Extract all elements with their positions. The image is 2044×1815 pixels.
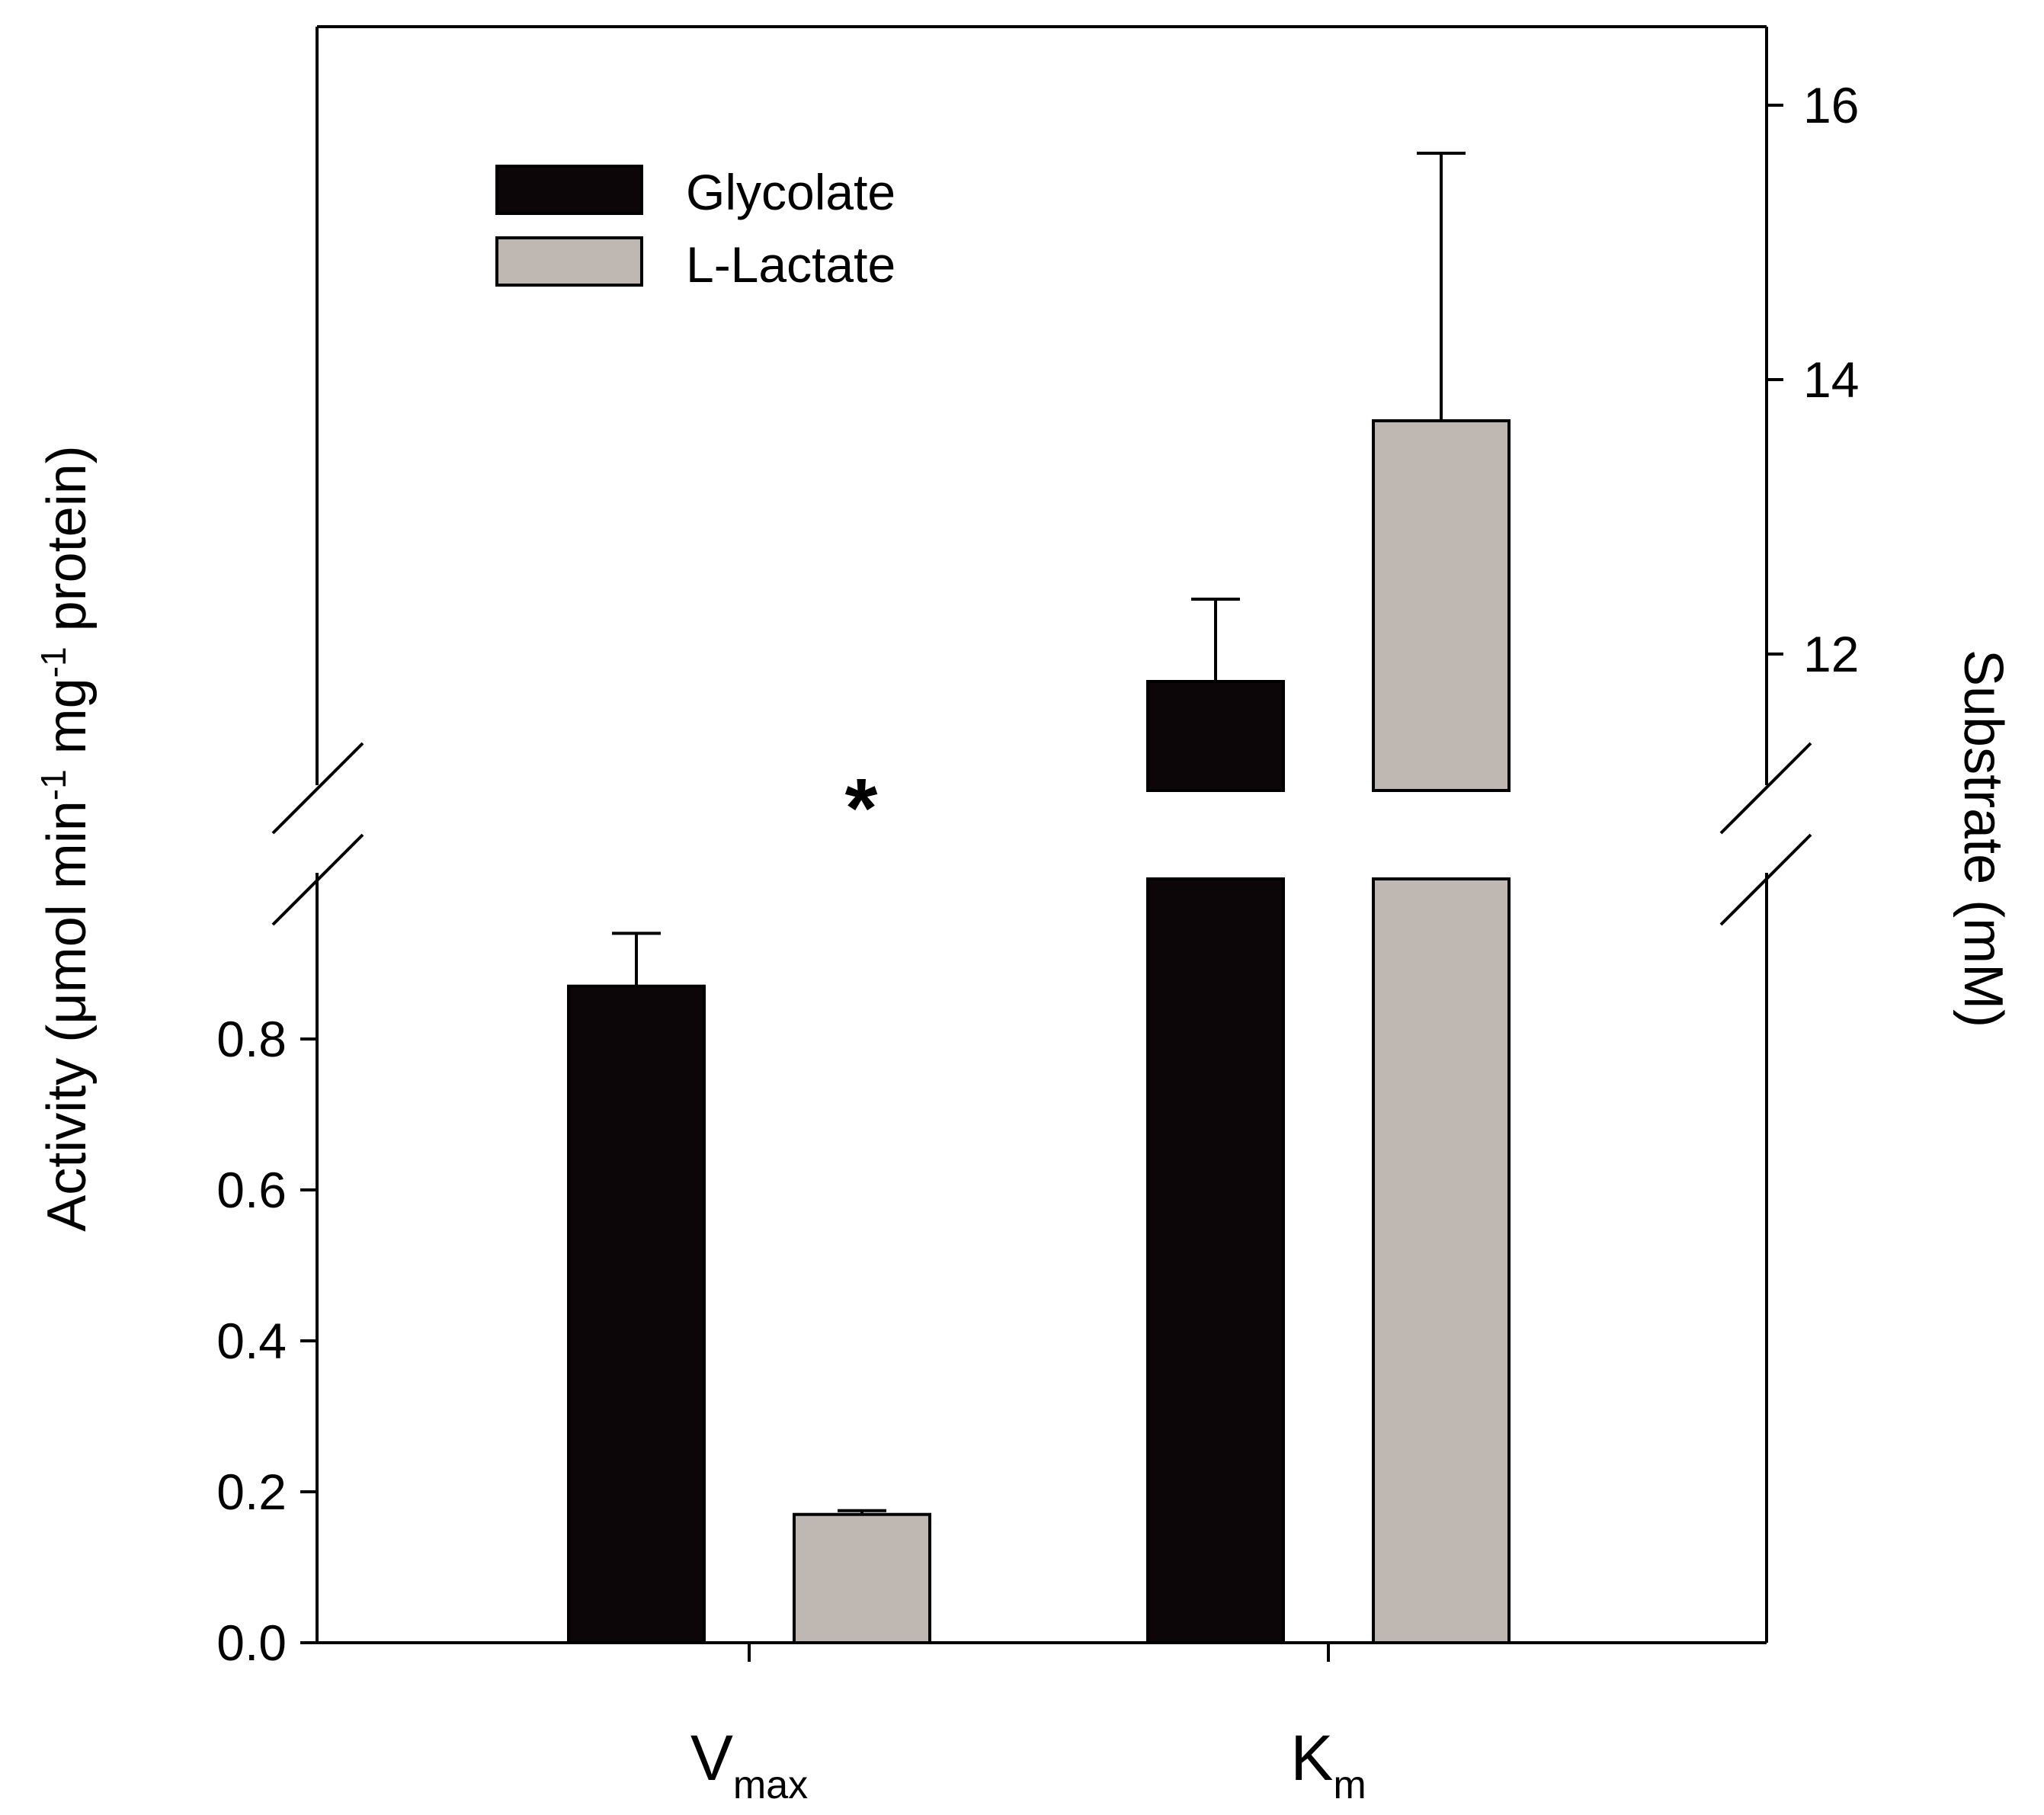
right-tick-label: 12 bbox=[1803, 626, 1859, 682]
left-axis-title-sup-1: -1 bbox=[34, 769, 73, 800]
left-axis-break-mark-upper bbox=[271, 742, 364, 835]
bar-glycolate-vmax bbox=[567, 984, 706, 1644]
left-axis-title: Activity (μmol min-1 mg-1 protein) bbox=[34, 445, 98, 1232]
category-label-main: K bbox=[1290, 1722, 1333, 1794]
category-label-subscript: m bbox=[1333, 1763, 1366, 1807]
left-axis-title-part-2: mg bbox=[37, 678, 98, 769]
legend-label-glycolate: Glycolate bbox=[686, 164, 895, 220]
left-tick-label: 0.8 bbox=[216, 1011, 287, 1067]
bars bbox=[567, 152, 1511, 1644]
left-axis-title-sup-2: -1 bbox=[34, 646, 73, 678]
category-label-vmax: Vmax bbox=[690, 1722, 808, 1807]
left-axis-break-mark-lower bbox=[271, 833, 364, 926]
category-axis: Vmax Km bbox=[690, 1643, 1366, 1807]
left-axis-title-part-3: protein) bbox=[37, 445, 98, 646]
category-label-km: Km bbox=[1290, 1722, 1366, 1807]
legend-label-l-lactate: L-Lactate bbox=[686, 236, 895, 293]
bar-glycolate-km-upper bbox=[1146, 680, 1285, 792]
bar-l-lactate-km-upper bbox=[1372, 419, 1511, 792]
left-tick-label: 0.6 bbox=[216, 1162, 287, 1218]
legend-swatch-l-lactate bbox=[495, 236, 643, 287]
right-axis-title: Substrate (mM) bbox=[1953, 649, 2014, 1028]
left-tick-label: 0.2 bbox=[216, 1464, 287, 1520]
legend: Glycolate L-Lactate bbox=[495, 164, 895, 293]
right-tick-label: 14 bbox=[1803, 351, 1859, 408]
right-axis-ticks: 12 14 16 bbox=[1767, 77, 1859, 682]
plot-frame bbox=[271, 25, 1812, 1644]
left-tick-label: 0.0 bbox=[216, 1615, 287, 1671]
category-label-main: V bbox=[690, 1722, 733, 1794]
category-label-subscript: max bbox=[733, 1763, 808, 1807]
left-axis-ticks: 0.0 0.2 0.4 0.6 0.8 bbox=[216, 1011, 317, 1671]
bar-glycolate-km-lower bbox=[1146, 877, 1285, 1644]
left-tick-label: 0.4 bbox=[216, 1313, 287, 1369]
right-axis-break-mark-upper bbox=[1719, 742, 1812, 835]
legend-swatch-glycolate bbox=[495, 165, 643, 215]
bar-l-lactate-km-lower bbox=[1372, 877, 1511, 1644]
right-tick-label: 16 bbox=[1803, 77, 1859, 133]
significance-annotation: * bbox=[845, 762, 878, 855]
left-axis-title-part-1: Activity (μmol min bbox=[37, 800, 98, 1232]
right-axis-break-mark-lower bbox=[1719, 833, 1812, 926]
bar-l-lactate-vmax bbox=[793, 1512, 931, 1644]
